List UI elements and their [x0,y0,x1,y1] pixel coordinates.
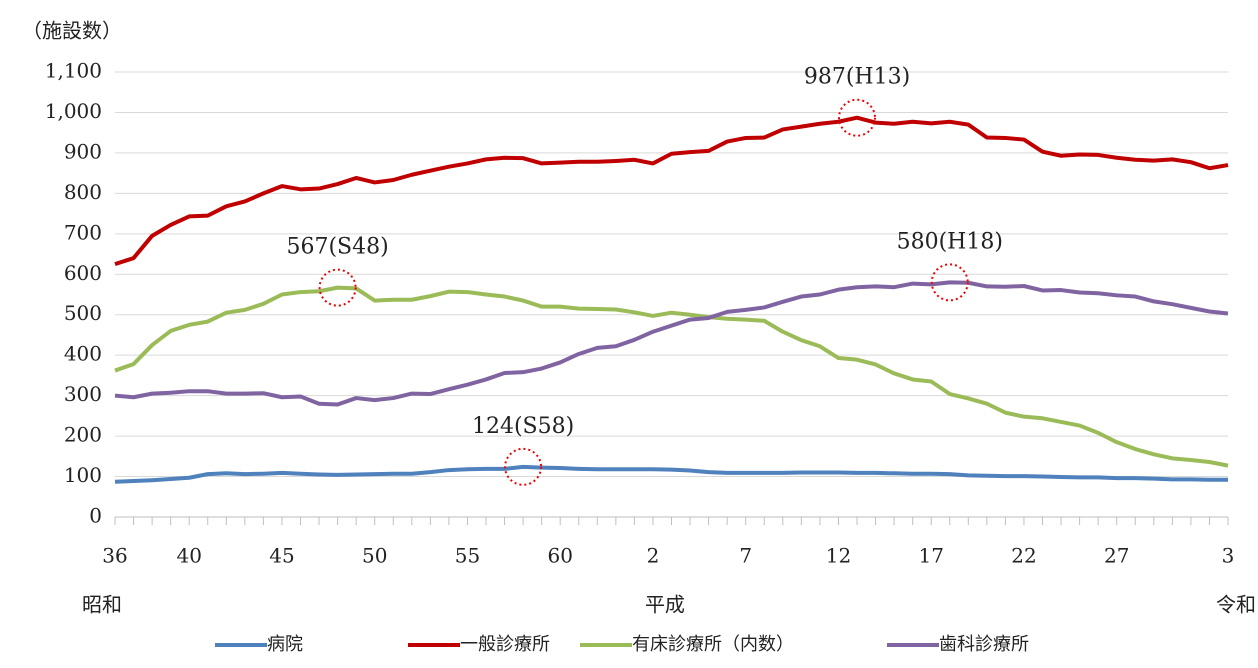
x-tick-label: 60 [547,544,572,568]
highlight-circle [318,268,357,307]
y-tick-label: 900 [64,139,102,163]
legend-label: 歯科診療所 [939,634,1029,655]
y-tick-label: 0 [89,504,102,528]
legend-label: 病院 [267,634,303,655]
highlight-circle [838,98,876,137]
line-series [114,280,1229,407]
x-tick-label: 36 [102,544,127,568]
line-series [114,285,1229,468]
x-tick-label: 3 [1222,544,1235,568]
x-tick-label: 17 [918,544,943,568]
data-label: 987(H13) [804,65,910,90]
x-group-label: 平成 [645,593,685,617]
y-tick-label: 1,100 [45,59,102,83]
line-series [114,464,1228,484]
x-tick-label: 27 [1104,544,1129,568]
x-tick-label: 22 [1011,544,1036,568]
x-tick-label: 40 [176,544,201,568]
legend-label: 有床診療所（内数） [632,634,794,655]
x-tick-label: 7 [739,544,752,568]
y-tick-label: 500 [64,301,102,325]
data-label: 580(H18) [897,229,1003,254]
data-label: 124(S58) [472,414,574,439]
y-tick-label: 600 [64,261,102,285]
x-group-label: 令和 [1216,593,1256,617]
x-tick-label: 45 [269,544,294,568]
y-tick-label: 700 [64,220,102,244]
x-tick-label: 50 [362,544,387,568]
line-series [114,115,1229,267]
data-label: 567(S48) [286,235,388,260]
highlight-circle [930,263,969,302]
y-axis-label: （施設数） [22,19,122,43]
x-tick-label: 55 [455,544,480,568]
y-tick-label: 800 [64,180,102,204]
highlight-circle [504,447,543,486]
y-tick-label: 200 [64,423,102,447]
legend-label: 一般診療所 [460,634,550,655]
x-group-label: 昭和 [82,593,122,617]
y-tick-label: 100 [64,463,102,487]
x-tick-label: 12 [826,544,851,568]
x-tick-label: 2 [647,544,660,568]
y-tick-label: 300 [64,382,102,406]
y-tick-label: 400 [64,342,102,366]
y-tick-label: 1,000 [45,99,102,123]
